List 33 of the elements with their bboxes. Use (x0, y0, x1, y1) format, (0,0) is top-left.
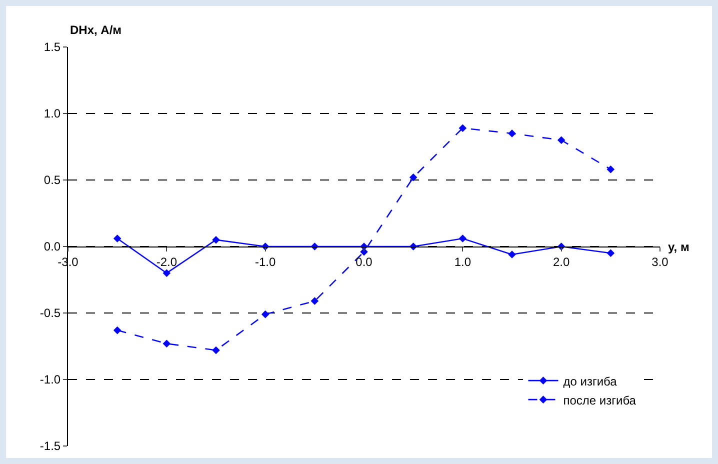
point (261, 310, 270, 318)
x-tick-label: 0.0 (356, 254, 373, 269)
point (508, 250, 516, 258)
point (212, 236, 220, 244)
y-tick-label: 0.0 (44, 240, 61, 254)
point (458, 124, 467, 132)
y-axis-title: DHx, А/м (70, 23, 122, 37)
y-tick-label: -0.5 (40, 306, 61, 320)
y-tick-label: 0.5 (44, 173, 61, 188)
point (310, 297, 319, 305)
x-tick-label: 3.0 (652, 254, 669, 269)
point (212, 346, 220, 354)
x-tick-label: 1.0 (454, 254, 472, 269)
x-tick-label: -1.0 (254, 254, 276, 269)
y-tick-label: -1.0 (40, 372, 61, 387)
y-tick-label: 1.0 (44, 106, 61, 121)
x-tick-label: -2.0 (156, 254, 178, 269)
point (508, 130, 516, 138)
point (113, 234, 122, 242)
point (113, 326, 122, 334)
point (409, 173, 418, 182)
x-tick-label: 2.0 (552, 254, 570, 269)
point (606, 165, 615, 174)
point (162, 340, 171, 348)
point (458, 234, 467, 242)
legend-label: после изгиба (563, 393, 636, 408)
y-tick-label: 1.5 (44, 40, 61, 54)
legend-label: до изгиба (563, 374, 618, 388)
x-axis-title: y, м (668, 240, 690, 254)
point (162, 269, 171, 277)
point (606, 249, 615, 258)
y-tick-label: -1.5 (40, 439, 61, 454)
point (557, 136, 566, 144)
